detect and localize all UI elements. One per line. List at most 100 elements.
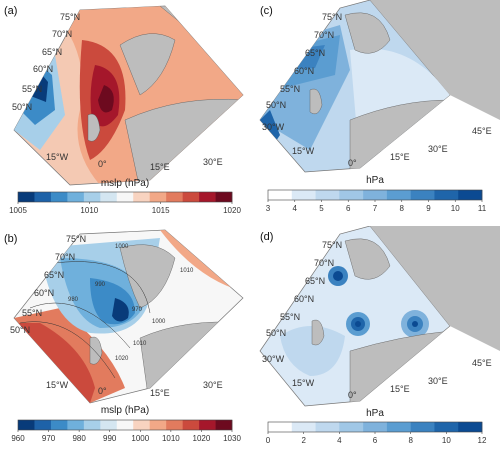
lat-label: 55°N bbox=[280, 84, 300, 94]
colorbar-swatch bbox=[182, 420, 200, 430]
panel-letter: (a) bbox=[4, 5, 17, 17]
panel-b: (b) 75°N 70°N 65°N 60°N 55°N 50°N 15°W 0… bbox=[4, 229, 244, 404]
colorbar-tick-label: 960 bbox=[11, 434, 25, 443]
colorbar-tick-label: 3 bbox=[266, 204, 271, 213]
colorbar-swatch bbox=[83, 192, 101, 202]
lat-label: 65°N bbox=[42, 47, 62, 57]
lon-label: 30°E bbox=[428, 144, 448, 154]
colorbar-tick-label: 990 bbox=[103, 434, 117, 443]
land-scandinavia bbox=[119, 33, 176, 96]
colorbar-swatch bbox=[67, 192, 85, 202]
lat-label: 75°N bbox=[60, 12, 80, 22]
colorbar-frame bbox=[17, 191, 233, 203]
lon-label: 15°E bbox=[150, 388, 170, 398]
lat-label: 75°N bbox=[322, 240, 342, 250]
land-uk bbox=[87, 113, 101, 142]
colorbar-tick-label: 9 bbox=[426, 204, 431, 213]
lat-label: 75°N bbox=[66, 234, 86, 244]
colorbar-tick-label: 1020 bbox=[193, 434, 211, 443]
colorbar-tick-label: 10 bbox=[451, 204, 460, 213]
contour-label: 1000 bbox=[152, 319, 166, 325]
colorbar-tick-label: 8 bbox=[408, 436, 413, 445]
contour-label: 1010 bbox=[133, 341, 147, 347]
colorbar-swatch bbox=[34, 192, 52, 202]
colorbar-swatch bbox=[291, 190, 316, 200]
lat-label: 65°N bbox=[305, 48, 325, 58]
colorbar-swatch bbox=[199, 420, 216, 430]
colorbar-tick-label: 6 bbox=[373, 436, 378, 445]
lon-label: 0° bbox=[98, 386, 107, 396]
colorbar-tick-label: 1000 bbox=[131, 434, 149, 443]
lat-label: 65°N bbox=[305, 276, 325, 286]
lat-label: 70°N bbox=[314, 258, 334, 268]
colorbar-tick-label: 1010 bbox=[80, 206, 98, 215]
colorbar-swatch bbox=[458, 190, 483, 200]
lon-label: 15°E bbox=[390, 152, 410, 162]
colorbar-swatch bbox=[386, 190, 411, 200]
colorbar-swatch bbox=[116, 192, 134, 202]
lon-label: 30°E bbox=[203, 157, 223, 167]
lat-label: 75°N bbox=[322, 12, 342, 22]
panel-letter: (d) bbox=[260, 231, 273, 243]
colorbar-swatch bbox=[410, 190, 435, 200]
colorbar-tick-label: 1020 bbox=[223, 206, 241, 215]
colorbar-swatch bbox=[339, 422, 364, 432]
colorbar-swatch bbox=[83, 420, 101, 430]
colorbar-swatch bbox=[199, 192, 216, 202]
colorbar-swatch bbox=[100, 192, 118, 202]
colorbar-swatch bbox=[215, 192, 233, 202]
colorbar-tick-label: 12 bbox=[478, 436, 487, 445]
colorbar-label: hPa bbox=[366, 175, 384, 186]
colorbar-swatch bbox=[315, 190, 340, 200]
colorbar-swatch bbox=[18, 420, 35, 430]
lat-label: 70°N bbox=[55, 252, 75, 262]
colorbar-swatch bbox=[410, 422, 435, 432]
colorbar-swatch bbox=[50, 192, 68, 202]
colorbar-swatch bbox=[363, 422, 388, 432]
lon-label: 0° bbox=[348, 390, 357, 400]
colorbar: 3 4 5 6 7 8 9 10 11 bbox=[266, 189, 487, 213]
colorbar-tick-label: 980 bbox=[72, 434, 86, 443]
lat-label: 60°N bbox=[33, 64, 53, 74]
colorbar-tick-label: 1030 bbox=[223, 434, 241, 443]
lat-label: 60°N bbox=[34, 288, 54, 298]
lon-label: 15°W bbox=[46, 152, 69, 162]
lat-label: 55°N bbox=[22, 84, 42, 94]
panel-c: (c) 75°N 70°N 65°N 60°N 55°N 50°N 30°W 1… bbox=[259, 0, 500, 173]
colorbar-swatch bbox=[458, 422, 483, 432]
lon-label: 30°E bbox=[428, 376, 448, 386]
colorbar-tick-label: 8 bbox=[400, 204, 405, 213]
colorbar-tick-label: 1010 bbox=[162, 434, 180, 443]
colorbar-tick-label: 5 bbox=[319, 204, 324, 213]
contour-label: 1020 bbox=[115, 356, 129, 362]
lat-label: 70°N bbox=[314, 30, 334, 40]
colorbar-tick-label: 6 bbox=[346, 204, 351, 213]
contour-label: 990 bbox=[95, 282, 106, 288]
contour-label: 970 bbox=[132, 307, 143, 313]
colorbar-swatch bbox=[339, 190, 364, 200]
colorbar: 960 970 980 990 1000 1010 1020 1030 bbox=[11, 419, 241, 443]
lon-label: 15°W bbox=[46, 380, 69, 390]
contour-label: 1000 bbox=[115, 244, 129, 250]
lon-label: 30°W bbox=[262, 122, 285, 132]
lat-label: 60°N bbox=[294, 294, 314, 304]
colorbar-swatch bbox=[363, 190, 388, 200]
colorbar-swatch bbox=[133, 192, 150, 202]
panel-letter: (c) bbox=[260, 5, 273, 17]
colorbar-swatch bbox=[268, 190, 293, 200]
colorbar: 0 2 4 6 8 10 12 bbox=[266, 421, 487, 445]
colorbar-tick-label: 4 bbox=[293, 204, 298, 213]
lon-label: 15°W bbox=[292, 378, 315, 388]
colorbar-label: mslp (hPa) bbox=[100, 178, 150, 189]
colorbar-swatch bbox=[434, 422, 459, 432]
colorbar-label: mslp (hPa) bbox=[100, 405, 150, 416]
colorbar-swatch bbox=[18, 192, 35, 202]
colorbar-tick-label: 1005 bbox=[9, 206, 27, 215]
colorbar-tick-label: 10 bbox=[442, 436, 451, 445]
lon-label: 30°E bbox=[203, 380, 223, 390]
colorbar-swatch bbox=[116, 420, 134, 430]
colorbar-swatch bbox=[268, 422, 293, 432]
panel-letter: (b) bbox=[4, 233, 17, 245]
lon-label: 30°W bbox=[262, 354, 285, 364]
